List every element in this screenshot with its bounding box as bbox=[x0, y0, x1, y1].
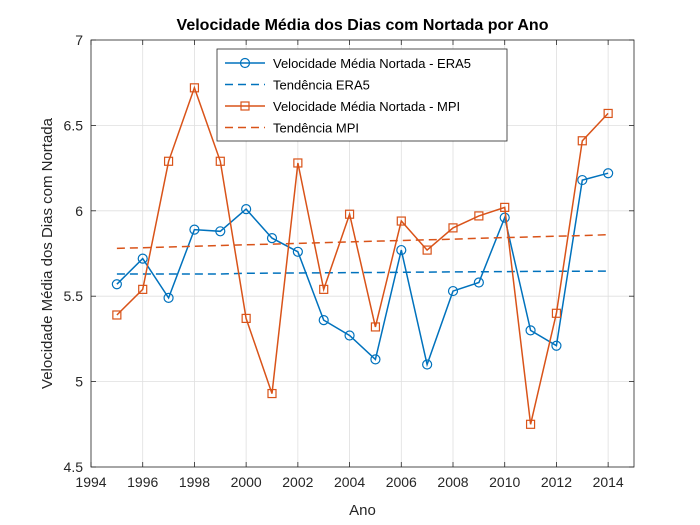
series-line bbox=[116, 233, 609, 250]
legend-label: Tendência ERA5 bbox=[273, 78, 370, 93]
legend-label: Tendência MPI bbox=[273, 121, 359, 136]
legend-label: Velocidade Média Nortada - ERA5 bbox=[273, 56, 471, 71]
data-point bbox=[422, 359, 433, 370]
data-point bbox=[474, 211, 484, 221]
x-tick-label: 1996 bbox=[127, 474, 158, 490]
y-tick-label: 6.5 bbox=[64, 117, 84, 133]
x-tick-label: 1998 bbox=[179, 474, 210, 490]
y-tick-label: 6 bbox=[75, 203, 83, 219]
legend: Velocidade Média Nortada - ERA5 Tendência… bbox=[216, 48, 508, 142]
data-point bbox=[577, 136, 587, 146]
data-point bbox=[241, 203, 252, 215]
data-point bbox=[370, 354, 381, 365]
data-point bbox=[344, 209, 355, 219]
series-2 bbox=[112, 83, 613, 429]
data-point bbox=[422, 245, 432, 255]
data-point bbox=[138, 284, 148, 294]
data-point bbox=[447, 285, 459, 297]
data-point bbox=[603, 108, 613, 119]
series-layer bbox=[111, 83, 614, 429]
y-tick-label: 5.5 bbox=[64, 288, 84, 304]
data-point bbox=[344, 330, 355, 341]
data-point bbox=[111, 279, 122, 290]
series-line bbox=[116, 270, 609, 275]
data-point bbox=[215, 226, 226, 237]
series-1 bbox=[116, 270, 609, 275]
data-point bbox=[577, 174, 588, 186]
data-point bbox=[551, 340, 562, 351]
series-line bbox=[116, 85, 609, 425]
x-tick-label: 2008 bbox=[437, 474, 468, 490]
x-tick-label: 2002 bbox=[282, 474, 313, 490]
series-3 bbox=[116, 233, 609, 250]
data-point bbox=[266, 233, 278, 244]
data-point bbox=[370, 322, 381, 332]
ticks: 1994 1996 1998 2000 2002 2004 2006 2008 2010 2012… bbox=[64, 32, 634, 490]
x-axis-label: Ano bbox=[349, 502, 376, 519]
data-point bbox=[293, 158, 303, 168]
data-point bbox=[137, 253, 148, 264]
data-point bbox=[163, 292, 174, 304]
data-point bbox=[603, 168, 614, 179]
data-point bbox=[112, 310, 122, 320]
x-tick-label: 1994 bbox=[75, 474, 106, 490]
data-point bbox=[319, 284, 329, 294]
legend-marker bbox=[240, 101, 250, 111]
data-point bbox=[448, 223, 458, 233]
x-tick-label: 2004 bbox=[334, 474, 365, 490]
legend-item: Tendência MPI bbox=[225, 121, 359, 136]
data-point bbox=[267, 388, 277, 399]
y-tick-label: 4.5 bbox=[64, 459, 84, 475]
data-point bbox=[163, 156, 174, 166]
plot-frame bbox=[90, 39, 635, 468]
data-point bbox=[500, 202, 510, 212]
x-tick-label: 2014 bbox=[593, 474, 624, 490]
data-point bbox=[189, 224, 200, 235]
data-point bbox=[396, 216, 406, 226]
legend-item: Tendência ERA5 bbox=[225, 78, 370, 93]
y-tick-label: 7 bbox=[75, 32, 83, 48]
x-tick-label: 2010 bbox=[489, 474, 520, 490]
data-point bbox=[189, 83, 200, 93]
legend-marker bbox=[239, 57, 251, 69]
chart-title: Velocidade Média dos Dias com Nortada po… bbox=[177, 17, 549, 34]
data-point bbox=[525, 419, 536, 429]
data-point bbox=[473, 277, 484, 288]
y-axis-label: Velocidade Média dos Dias com Nortada bbox=[39, 117, 56, 389]
data-point bbox=[292, 246, 303, 257]
data-point bbox=[241, 313, 251, 324]
data-point bbox=[525, 325, 536, 336]
x-tick-label: 2006 bbox=[386, 474, 417, 490]
x-tick-label: 2000 bbox=[231, 474, 262, 490]
data-point bbox=[318, 315, 329, 326]
y-tick-label: 5 bbox=[75, 374, 83, 390]
legend-item: Velocidade Média Nortada - MPI bbox=[225, 99, 460, 114]
legend-label: Velocidade Média Nortada - MPI bbox=[273, 99, 460, 114]
data-point bbox=[551, 308, 562, 318]
data-point bbox=[215, 156, 225, 166]
data-point bbox=[396, 244, 407, 256]
legend-item: Velocidade Média Nortada - ERA5 bbox=[225, 56, 471, 71]
legend-box bbox=[216, 48, 508, 142]
x-tick-label: 2012 bbox=[541, 474, 572, 490]
